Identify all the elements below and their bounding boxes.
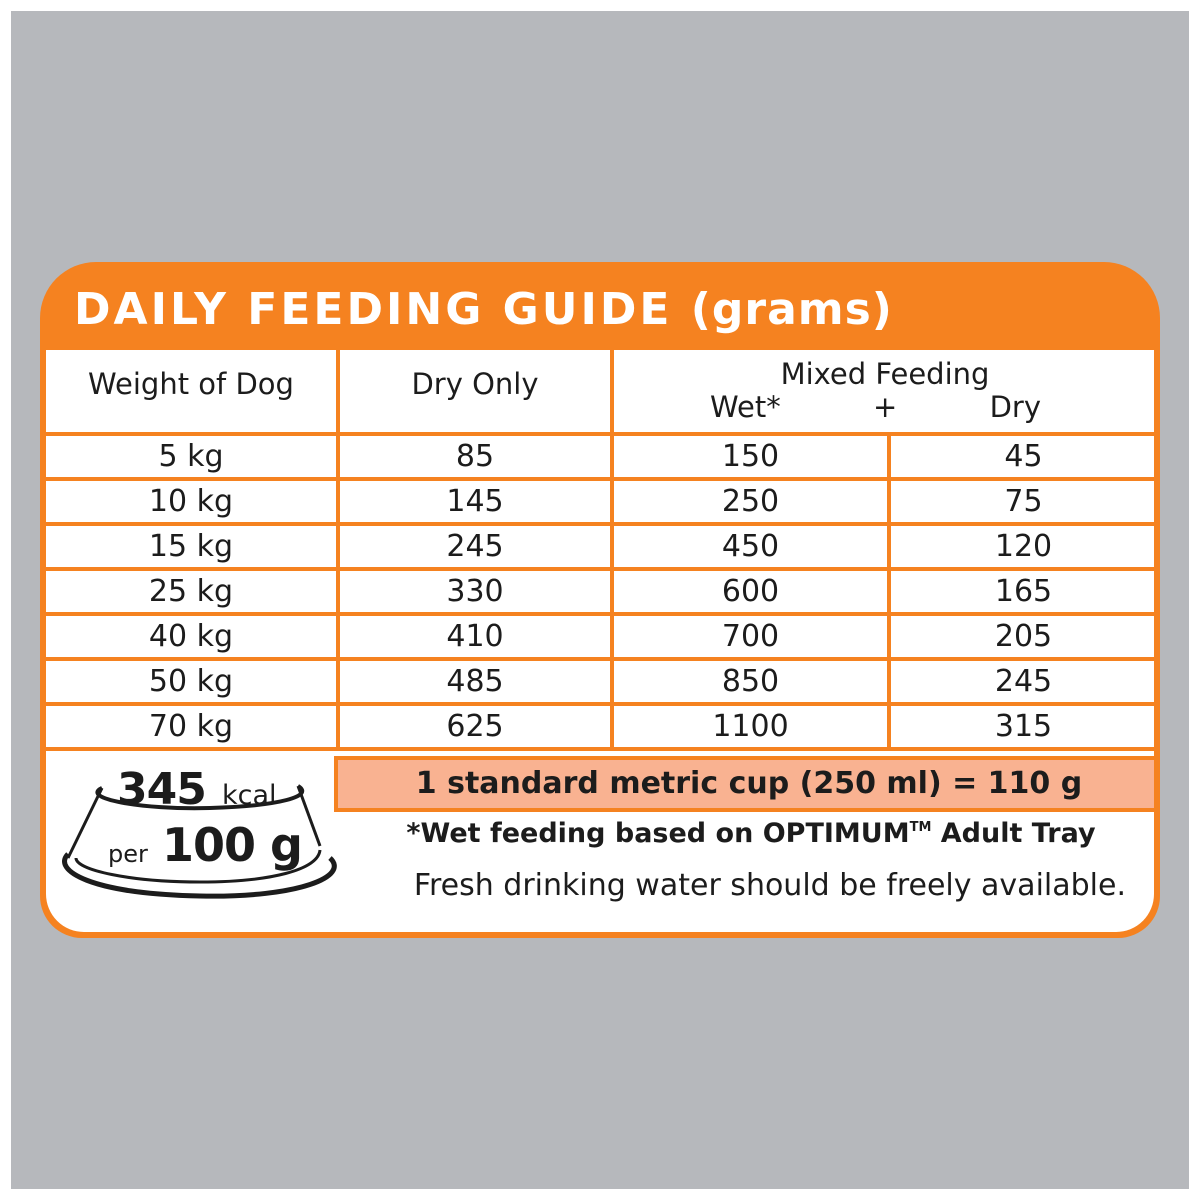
cell-weight: 10 kg [46,477,340,526]
cell-wet: 250 [610,477,891,526]
cell-dry-only: 410 [336,612,614,661]
cell-dry: 75 [886,477,1154,526]
title-text: DAILY FEEDING GUIDE [74,284,673,335]
cell-wet: 450 [610,522,891,571]
per-value: 100 g [162,818,303,872]
wet-note-suffix: Adult Tray [931,818,1096,849]
trademark-mark: TM [909,820,932,835]
mixed-label: Mixed Feeding [780,357,990,391]
mixed-plus-label: + [872,390,898,424]
cell-weight: 25 kg [46,567,340,616]
cell-wet: 850 [610,657,891,706]
table-header-row: Weight of Dog Dry Only Mixed Feeding Wet… [46,350,1154,436]
cup-conversion-note: 1 standard metric cup (250 ml) = 110 g [334,756,1154,812]
kcal-value: 345 [117,764,207,815]
table-row: 50 kg 485 850 245 [46,657,1154,706]
cell-weight: 70 kg [46,702,340,751]
feeding-table: Weight of Dog Dry Only Mixed Feeding Wet… [46,350,1154,751]
cell-weight: 15 kg [46,522,340,571]
card-body: Weight of Dog Dry Only Mixed Feeding Wet… [46,350,1154,932]
cell-dry: 45 [886,432,1154,481]
cell-wet: 600 [610,567,891,616]
table-row: 40 kg 410 700 205 [46,612,1154,661]
cell-wet: 1100 [610,702,891,751]
cell-dry-only: 245 [336,522,614,571]
table-row: 15 kg 245 450 120 [46,522,1154,571]
title-unit: (grams) [690,284,893,335]
table-row: 10 kg 145 250 75 [46,477,1154,526]
kcal-unit: kcal [222,780,277,811]
mixed-dry-label: Dry [989,390,1042,424]
table-row: 5 kg 85 150 45 [46,432,1154,481]
feeding-guide-card: DAILY FEEDING GUIDE (grams) Weight of Do… [40,262,1160,938]
cell-weight: 5 kg [46,432,340,481]
header-weight: Weight of Dog [46,350,340,436]
cell-weight: 40 kg [46,612,340,661]
dog-bowl-icon [62,784,337,899]
cell-dry: 205 [886,612,1154,661]
cell-dry: 315 [886,702,1154,751]
wet-note-prefix: *Wet feeding based on OPTIMUM [406,818,910,849]
cell-dry-only: 485 [336,657,614,706]
water-footnote: Fresh drinking water should be freely av… [413,868,1126,903]
cell-wet: 700 [610,612,891,661]
header-dry-only: Dry Only [336,350,614,436]
cell-dry-only: 330 [336,567,614,616]
cell-dry-only: 145 [336,477,614,526]
cell-dry-only: 85 [336,432,614,481]
page-title: DAILY FEEDING GUIDE (grams) [74,284,893,335]
cell-dry: 120 [886,522,1154,571]
table-row: 25 kg 330 600 165 [46,567,1154,616]
cell-dry-only: 625 [336,702,614,751]
cell-wet: 150 [610,432,891,481]
table-row: 70 kg 625 1100 315 [46,702,1154,751]
mixed-wet-label: Wet* [710,390,781,424]
energy-badge: 345 kcal per 100 g [50,758,350,908]
cell-dry: 245 [886,657,1154,706]
wet-feeding-footnote: *Wet feeding based on OPTIMUMTM Adult Tr… [346,818,1154,849]
cell-dry: 165 [886,567,1154,616]
per-label: per [108,840,148,868]
header-mixed-feeding: Mixed Feeding Wet* + Dry [609,350,1154,436]
cell-weight: 50 kg [46,657,340,706]
